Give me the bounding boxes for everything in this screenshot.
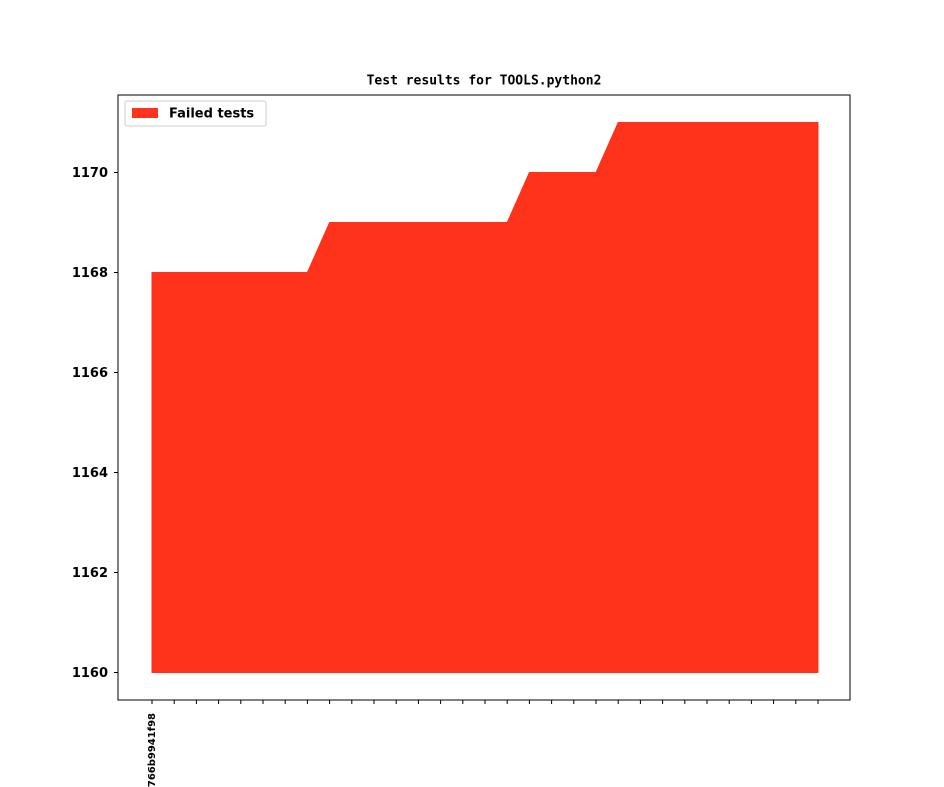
y-tick-label: 1162: [72, 566, 108, 581]
legend: Failed tests: [124, 100, 267, 127]
y-tick-label: 1166: [72, 366, 108, 381]
x-tick-label: 766b9941f98: [147, 713, 158, 787]
chart-title: Test results for TOOLS.python2: [367, 74, 602, 89]
plot-frame: [117, 94, 851, 701]
y-tick-label: 1168: [72, 266, 108, 281]
legend-swatch: [132, 108, 158, 118]
y-tick-label: 1160: [72, 666, 108, 681]
area: [151, 122, 819, 673]
y-tick-label: 1170: [72, 166, 108, 181]
legend-frame: [124, 100, 267, 127]
legend-label: Failed tests: [169, 107, 254, 122]
y-tick-label: 1164: [72, 466, 108, 481]
